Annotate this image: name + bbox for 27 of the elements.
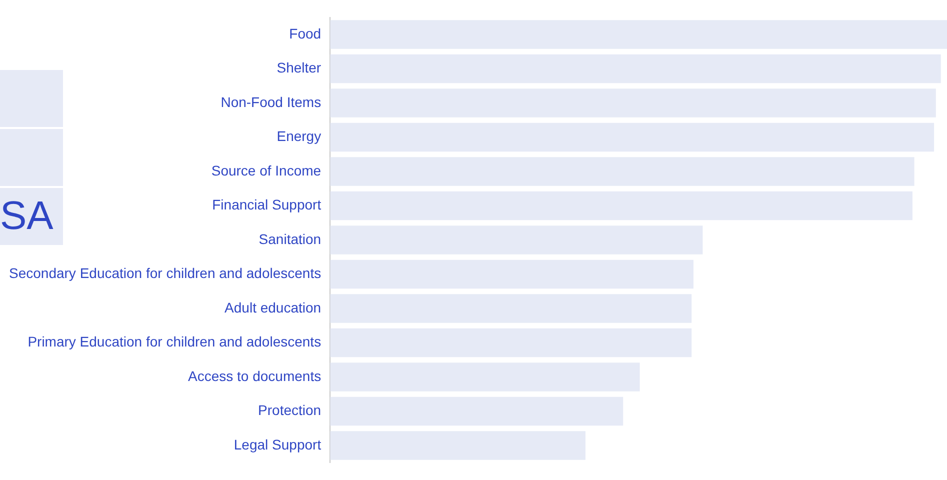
y-tick-label: Non-Food Items	[220, 94, 322, 110]
bar	[330, 294, 692, 323]
text: SA	[0, 194, 54, 238]
bar	[330, 20, 947, 49]
y-tick-label: Secondary Education for children and adolescents	[8, 265, 322, 282]
bar	[330, 122, 934, 152]
bar	[330, 362, 640, 392]
y-tick-label: Food	[289, 25, 322, 42]
bar	[330, 88, 936, 118]
y-tick-label: Shelter	[276, 60, 322, 76]
bar	[330, 260, 694, 289]
y-tick-label: Energy	[276, 128, 322, 144]
bar	[330, 431, 586, 460]
y-tick-label: Access to documents	[188, 368, 322, 384]
bar	[330, 191, 912, 220]
bar	[330, 54, 941, 84]
bar	[330, 157, 914, 186]
y-tick-label: Adult education	[224, 299, 322, 316]
bar	[330, 396, 624, 426]
y-tick-label: Primary Education for children and adolescents	[28, 334, 322, 350]
y-tick-label: Source of Income	[211, 162, 322, 178]
y-tick-label: Protection	[258, 402, 322, 418]
bar	[330, 328, 692, 358]
bar	[330, 226, 703, 254]
y-tick-label: Financial Support	[212, 196, 322, 213]
y-tick-label: Sanitation	[258, 230, 322, 247]
y-tick-label: Legal Support	[234, 436, 322, 452]
